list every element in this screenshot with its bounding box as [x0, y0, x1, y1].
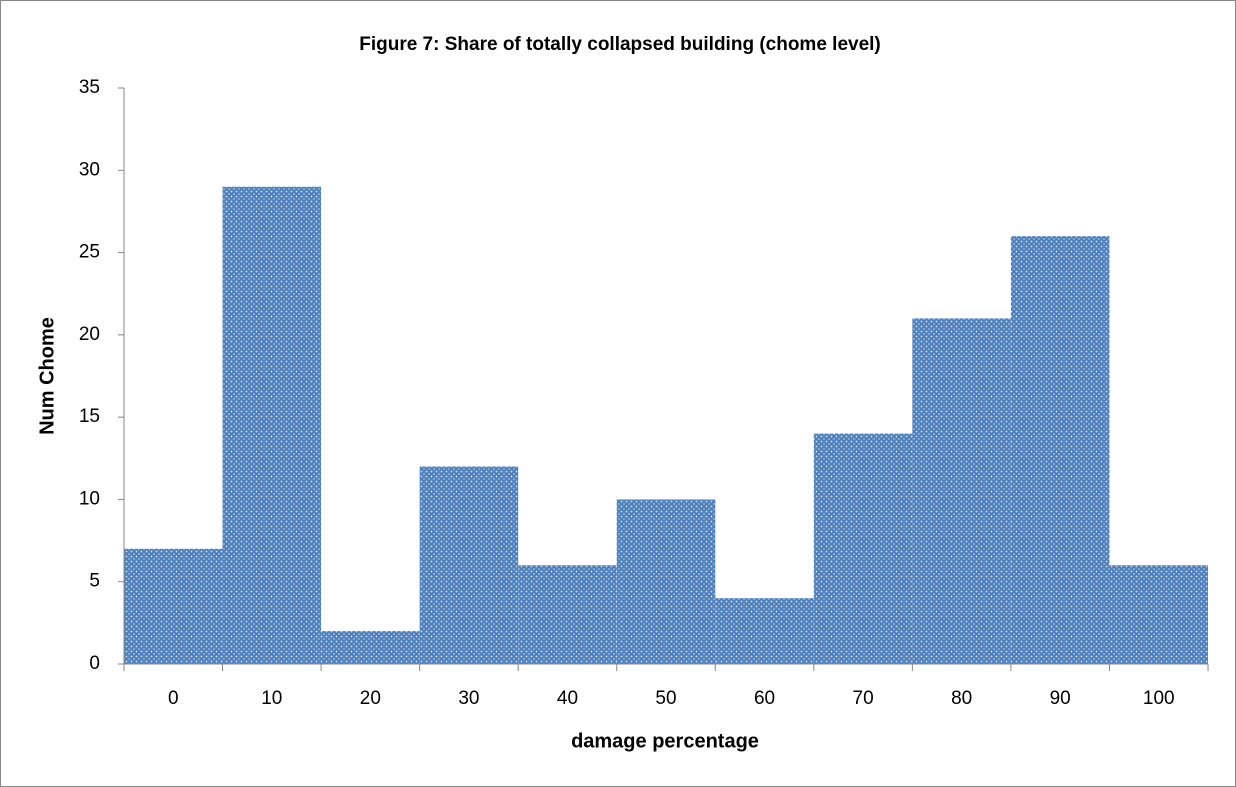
bar — [222, 186, 322, 664]
x-tick-label: 80 — [951, 688, 972, 709]
bar — [518, 565, 617, 664]
x-tick-label: 10 — [261, 688, 282, 709]
x-axis-label: damage percentage — [571, 730, 759, 752]
y-tick-label: 30 — [79, 159, 100, 180]
y-tick-label: 20 — [79, 324, 100, 345]
y-tick-label: 15 — [79, 406, 100, 427]
x-tick-label: 100 — [1143, 688, 1175, 709]
y-tick-label: 25 — [79, 242, 100, 263]
chart-title: Figure 7: Share of totally collapsed bui… — [359, 34, 881, 55]
bar — [616, 499, 716, 664]
bar — [813, 433, 913, 664]
y-axis-label: Num Chome — [36, 317, 58, 435]
x-tick-label: 30 — [458, 688, 479, 709]
bar — [1109, 565, 1208, 664]
x-tick-label: 70 — [853, 688, 874, 709]
y-tick-label: 0 — [89, 653, 100, 674]
y-tick-label: 35 — [79, 77, 100, 98]
x-tick-label: 20 — [360, 688, 381, 709]
bar — [321, 631, 420, 664]
x-tick-label: 40 — [557, 688, 578, 709]
x-tick-label: 60 — [754, 688, 775, 709]
bar — [419, 466, 519, 664]
y-tick-label: 10 — [79, 488, 100, 509]
bar — [1010, 236, 1110, 664]
bar — [124, 548, 223, 664]
x-tick-label: 90 — [1050, 688, 1071, 709]
bar — [715, 598, 814, 664]
x-tick-label: 0 — [168, 688, 179, 709]
x-tick-label: 50 — [655, 688, 676, 709]
y-tick-label: 5 — [89, 571, 100, 592]
bar — [912, 318, 1011, 664]
